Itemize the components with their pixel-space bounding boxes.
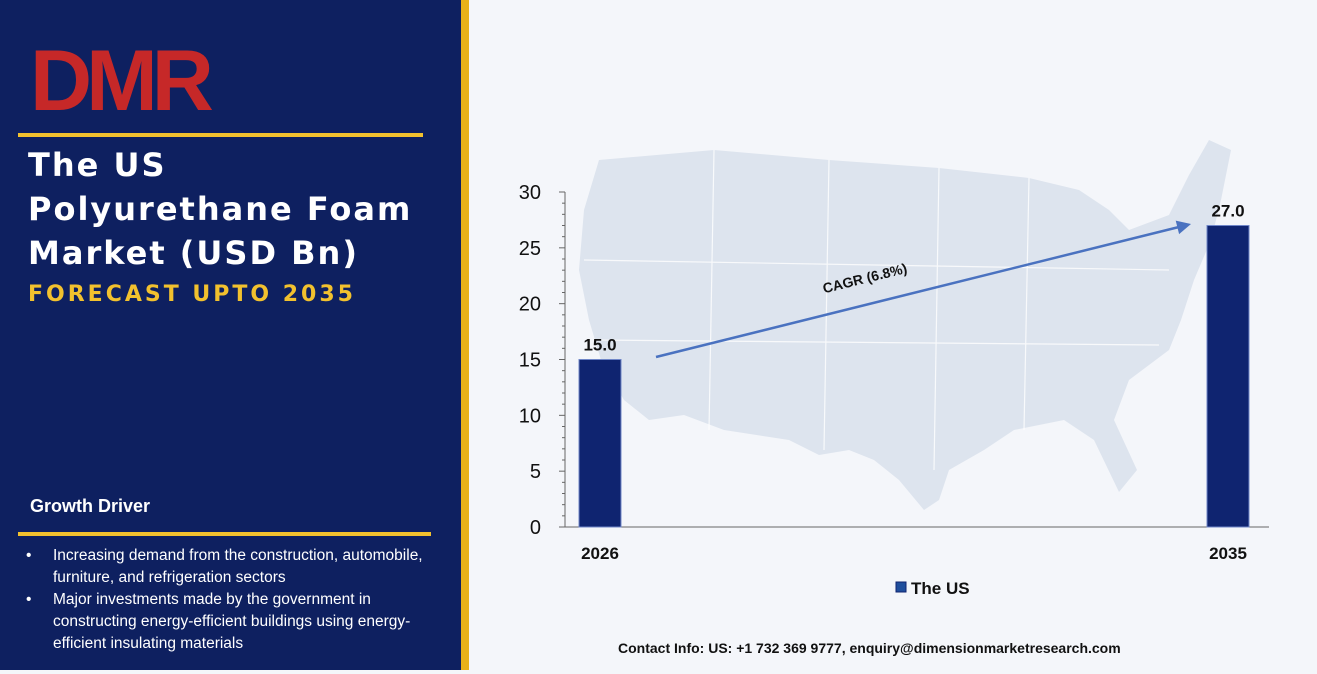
chart-area: 0 5 10 15 20 25 30 15.0 2026 27.0 2035 CAGR (6.8%) T… (469, 0, 1317, 670)
bar (1206, 225, 1250, 528)
left-panel: DMR The US Polyurethane Foam Market (USD… (0, 0, 461, 670)
growth-driver-list: • Increasing demand from the construction… (24, 545, 444, 655)
us-map-silhouette (579, 140, 1231, 510)
title-line-2: Polyurethane Foam (28, 190, 413, 228)
contact-info: Contact Info: US: +1 732 369 9777, enqui… (618, 640, 1121, 656)
list-item: • Major investments made by the governmen… (24, 589, 444, 655)
bullet-icon: • (26, 591, 32, 608)
legend-swatch (895, 581, 907, 593)
y-tick-label: 30 (519, 182, 541, 204)
y-tick-label: 0 (530, 517, 541, 539)
page-title: The US Polyurethane Foam Market (USD Bn) (28, 143, 448, 275)
forecast-subtitle: FORECAST UPTO 2035 (28, 282, 356, 307)
y-tick-label: 10 (519, 405, 541, 427)
state-borders (583, 149, 1170, 471)
data-label: 15.0 (583, 336, 616, 355)
list-item: • Increasing demand from the construction… (24, 545, 444, 589)
x-tick-label: 2026 (581, 544, 619, 563)
gold-divider-strip (461, 0, 469, 670)
y-tick-label: 15 (519, 350, 541, 372)
cagr-arrow-line (655, 225, 1180, 359)
dmr-logo: DMR (30, 40, 219, 120)
y-tick-label: 5 (530, 461, 541, 483)
y-tick-label: 25 (519, 238, 541, 260)
x-tick-label: 2035 (1209, 544, 1247, 563)
growth-driver-heading: Growth Driver (30, 496, 151, 516)
bullet-icon: • (26, 547, 32, 564)
cagr-arrow-head (1175, 220, 1191, 235)
title-rule (18, 133, 423, 137)
list-item-text: Increasing demand from the construction,… (53, 547, 423, 586)
growth-driver-rule (18, 532, 431, 536)
bar (578, 359, 622, 528)
legend-label: The US (911, 579, 970, 598)
title-line-3: Market (USD Bn) (28, 234, 359, 272)
logo-text: DMR (30, 40, 213, 120)
y-tick-label: 20 (519, 294, 541, 316)
data-label: 27.0 (1211, 202, 1244, 221)
title-line-1: The US (28, 146, 167, 184)
list-item-text: Major investments made by the government… (53, 591, 411, 652)
